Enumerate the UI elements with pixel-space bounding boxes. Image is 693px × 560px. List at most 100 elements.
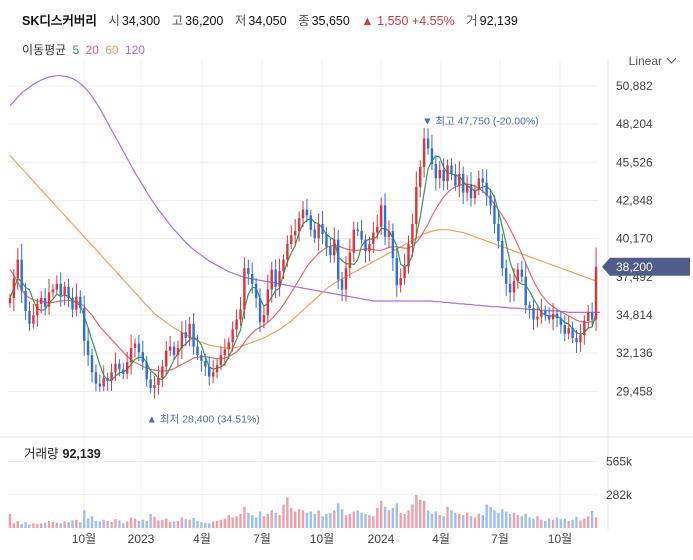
candle-body	[536, 316, 539, 320]
candle-body	[75, 296, 78, 310]
volume-tick-label: 282k	[606, 488, 633, 502]
volume-bar	[204, 522, 207, 528]
volume-bar	[215, 520, 219, 528]
volume-bar	[329, 512, 332, 528]
candle-body	[387, 231, 391, 237]
volume-bar	[317, 510, 320, 528]
min-annotation: ▲ 최저 28,400 (34.51%)	[147, 413, 260, 425]
candle-body	[430, 148, 434, 165]
volume-bar	[430, 513, 434, 528]
y-tick-label: 40,170	[616, 232, 653, 246]
candle-body	[67, 286, 70, 299]
candle-body	[415, 186, 418, 224]
candle-body	[168, 346, 172, 351]
candle-body	[149, 379, 152, 388]
high-label: 고	[171, 14, 184, 28]
candle-body	[172, 346, 176, 356]
volume-bar	[399, 512, 402, 528]
candle-body	[8, 298, 12, 304]
x-tick-label: 2024	[368, 532, 395, 546]
candle-body	[563, 325, 566, 334]
candle-body	[24, 290, 27, 311]
volume-bar	[40, 523, 43, 528]
candle-body	[114, 363, 117, 373]
candle-body	[301, 209, 305, 219]
candle-body	[258, 298, 262, 323]
candle-body	[200, 355, 203, 361]
candle-body	[489, 195, 492, 206]
scale-mode-dropdown[interactable]: Linear	[629, 53, 677, 68]
volume-bar	[340, 509, 344, 528]
candle-body	[504, 268, 508, 284]
volume-bar	[407, 510, 410, 528]
volume-bar	[469, 516, 473, 528]
candle-body	[512, 280, 516, 293]
candle-body	[340, 279, 344, 290]
candle-body	[250, 273, 254, 284]
candle-body	[434, 164, 438, 179]
volume-bar	[286, 497, 289, 528]
candle-body	[262, 315, 266, 323]
candle-body	[575, 338, 578, 343]
candle-body	[278, 271, 281, 287]
volume-bar	[219, 519, 223, 528]
volume-bar	[415, 495, 418, 528]
candle-body	[567, 328, 570, 334]
volume-bar	[524, 513, 527, 528]
candle-body	[590, 312, 594, 320]
volume-bar	[352, 511, 356, 528]
volume-bar	[262, 516, 266, 528]
x-tick-label: 10월	[310, 532, 334, 546]
candle-body	[282, 259, 285, 272]
candle-body	[454, 174, 457, 186]
volume-bar	[520, 516, 524, 528]
change-value: ▲ 1,550 +4.55%	[361, 14, 455, 28]
candle-body	[485, 182, 488, 196]
candle-body	[481, 178, 484, 183]
volume-bar	[133, 518, 137, 528]
candle-body	[438, 169, 441, 179]
candle-body	[290, 235, 293, 244]
volume-bar	[176, 520, 180, 528]
candle-body	[579, 335, 582, 343]
candle-body	[540, 310, 543, 317]
ma-legend[interactable]: 이동평균 5 20 60 120	[22, 41, 145, 58]
candle-body	[544, 310, 547, 316]
volume-bar	[532, 518, 535, 528]
candle-body	[450, 165, 453, 175]
volume-bar	[258, 511, 262, 528]
volume-bar	[364, 513, 367, 528]
volume-bar	[55, 522, 59, 528]
volume-bar	[555, 517, 559, 528]
volume-bar	[145, 520, 148, 528]
volume-bar	[309, 511, 313, 528]
volume-bar	[32, 523, 35, 528]
candle-body	[98, 383, 102, 387]
x-tick-label: 10월	[548, 532, 572, 546]
volume-bar	[297, 509, 301, 528]
volume-bar	[82, 510, 86, 528]
volume-bar	[67, 522, 70, 528]
candle-body	[125, 362, 129, 374]
candle-body	[477, 178, 481, 190]
candle-body	[55, 283, 59, 290]
candle-body	[12, 278, 16, 299]
candle-body	[419, 166, 422, 187]
volume-bar	[278, 515, 281, 528]
volume-bar	[356, 510, 359, 528]
candle-body	[161, 366, 164, 378]
y-tick-label: 48,204	[616, 117, 653, 131]
candle-body	[204, 360, 207, 367]
candle-body	[399, 278, 402, 286]
volume-bar	[594, 517, 598, 528]
x-tick-label: 7월	[253, 532, 271, 546]
candle-body	[82, 308, 86, 341]
volume-bar	[102, 519, 105, 528]
candle-body	[40, 298, 43, 304]
candle-body	[501, 241, 504, 269]
candle-body	[20, 259, 23, 291]
volume-bar	[24, 522, 27, 528]
volume-bar	[239, 513, 242, 528]
candle-body	[122, 369, 125, 374]
